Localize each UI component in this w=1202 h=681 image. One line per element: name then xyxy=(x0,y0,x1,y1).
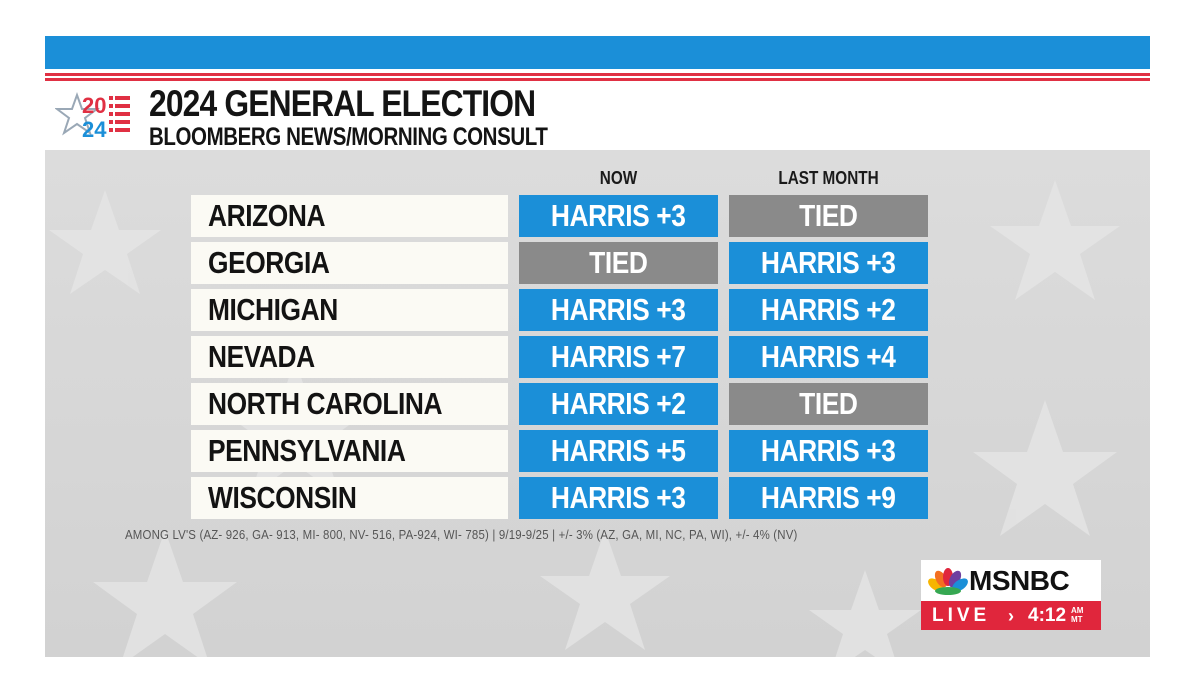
last-month-result-cell: HARRIS +4 xyxy=(729,336,928,378)
network-logo: MSNBC xyxy=(921,560,1101,601)
column-header-now: NOW xyxy=(599,168,638,188)
graphic-frame: 20 24 2024 GENERAL ELECTION BLOOMBERG NE… xyxy=(45,36,1150,657)
peacock-icon xyxy=(928,568,968,595)
now-result-cell: HARRIS +7 xyxy=(519,336,718,378)
live-bar: LIVE › 4:12 AM MT xyxy=(921,601,1101,630)
live-label: LIVE xyxy=(932,605,991,626)
top-blue-bar xyxy=(45,36,1150,69)
flag-stripes-icon xyxy=(109,96,130,132)
state-label: PENNSYLVANIA xyxy=(191,430,508,472)
election-2024-logo: 20 24 xyxy=(55,92,130,142)
stripe-divider xyxy=(45,76,1150,78)
time-zone-label: AM MT xyxy=(1071,606,1084,624)
last-month-result-cell: TIED xyxy=(729,195,928,237)
logo-year-bottom: 24 xyxy=(82,117,107,142)
page-title: 2024 GENERAL ELECTION xyxy=(149,83,536,124)
state-label: ARIZONA xyxy=(191,195,508,237)
last-month-result-cell: TIED xyxy=(729,383,928,425)
live-time: 4:12 xyxy=(1028,605,1067,626)
poll-footnote: AMONG LV'S (AZ- 926, GA- 913, MI- 800, N… xyxy=(125,527,798,542)
network-name: MSNBC xyxy=(969,565,1070,596)
column-header-last-month: LAST MONTH xyxy=(778,168,879,188)
now-result-cell: TIED xyxy=(519,242,718,284)
state-label: WISCONSIN xyxy=(191,477,508,519)
state-label: MICHIGAN xyxy=(191,289,508,331)
now-result-cell: HARRIS +5 xyxy=(519,430,718,472)
red-stripe xyxy=(45,73,1150,76)
now-result-cell: HARRIS +3 xyxy=(519,477,718,519)
now-result-cell: HARRIS +2 xyxy=(519,383,718,425)
poll-panel: NOW LAST MONTH ARIZONA HARRIS +3 TIED GE… xyxy=(45,150,1150,657)
network-bug: MSNBC LIVE › 4:12 AM MT xyxy=(921,560,1101,630)
chevron-right-icon: › xyxy=(1008,606,1014,626)
state-label: NEVADA xyxy=(191,336,508,378)
stripe-divider xyxy=(45,69,1150,73)
star-icon xyxy=(55,92,100,136)
page-subtitle: BLOOMBERG NEWS/MORNING CONSULT xyxy=(149,123,548,151)
logo-year-top: 20 xyxy=(82,93,106,118)
star-background xyxy=(49,180,1120,657)
last-month-result-cell: HARRIS +9 xyxy=(729,477,928,519)
last-month-result-cell: HARRIS +3 xyxy=(729,242,928,284)
now-result-cell: HARRIS +3 xyxy=(519,195,718,237)
state-label: NORTH CAROLINA xyxy=(191,383,508,425)
last-month-result-cell: HARRIS +3 xyxy=(729,430,928,472)
state-label: GEORGIA xyxy=(191,242,508,284)
last-month-result-cell: HARRIS +2 xyxy=(729,289,928,331)
now-result-cell: HARRIS +3 xyxy=(519,289,718,331)
red-stripe xyxy=(45,78,1150,81)
